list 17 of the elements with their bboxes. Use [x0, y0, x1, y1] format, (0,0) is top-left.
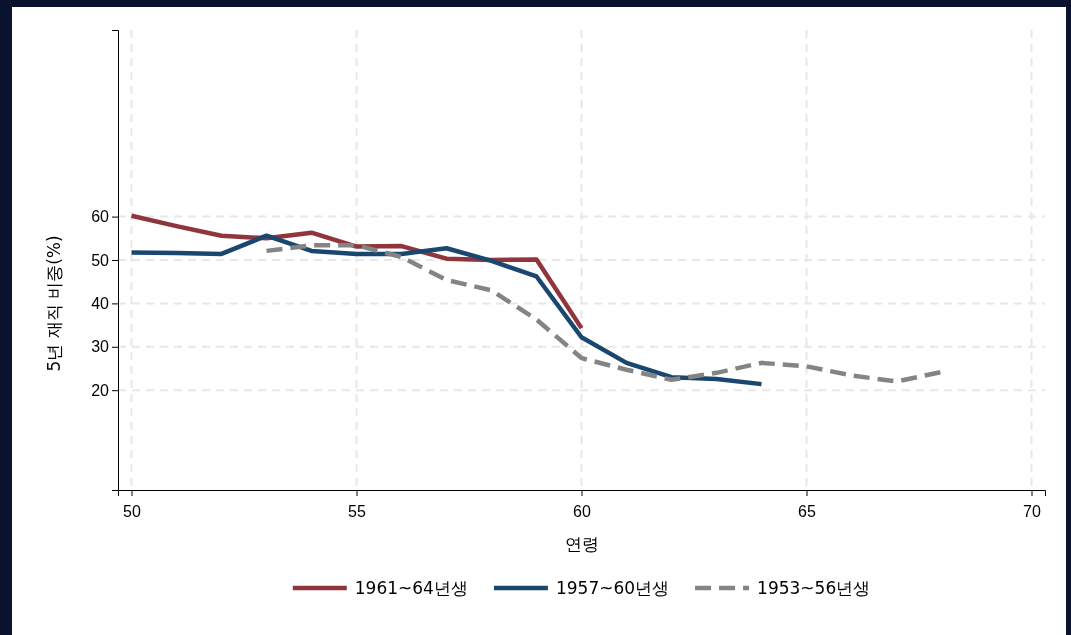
y-axis-title: 5년 재직 비중(%): [44, 235, 64, 372]
x-tick-label: 55: [348, 502, 366, 520]
line-series: [264, 243, 944, 384]
y-tick-label: 50: [91, 251, 110, 269]
legend-label: 1953~56년생: [757, 577, 871, 598]
x-tick-label: 50: [123, 502, 141, 520]
x-axis-title: 연령: [564, 534, 599, 554]
y-tick-label: 40: [91, 295, 110, 313]
legend-label: 1957~60년생: [555, 577, 670, 598]
legend-label: 1961~64년생: [354, 577, 468, 598]
y-tick-label: 20: [91, 381, 110, 399]
line-series: [129, 233, 764, 387]
x-tick-label: 70: [1023, 502, 1041, 520]
y-tick-label: 60: [91, 208, 110, 226]
x-tick-label: 60: [573, 502, 591, 520]
x-tick-label: 65: [798, 502, 816, 520]
y-tick-label: 30: [91, 338, 110, 356]
